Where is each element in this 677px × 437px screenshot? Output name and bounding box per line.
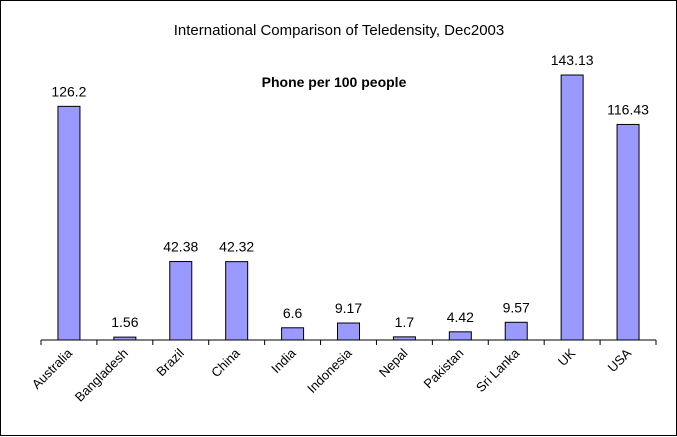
bar-usa [616, 123, 640, 341]
value-label: 9.17 [335, 300, 362, 316]
bar-china [225, 261, 249, 341]
category-label: Australia [29, 345, 76, 392]
chart-subtitle: Phone per 100 people [262, 74, 407, 90]
value-label: 6.6 [283, 305, 303, 321]
bar-sri-lanka [504, 321, 528, 341]
bar-uk [560, 74, 584, 341]
chart-title: International Comparison of Teledensity,… [174, 22, 504, 39]
category-label: Sri Lanka [473, 345, 523, 395]
category-label: India [268, 345, 299, 376]
category-label: Nepal [376, 345, 411, 380]
bar-brazil [169, 261, 193, 341]
value-label: 9.57 [503, 299, 530, 315]
value-label: 1.7 [395, 314, 415, 330]
category-label: USA [605, 345, 635, 375]
value-label: 42.38 [163, 239, 198, 255]
category-label: China [208, 345, 243, 380]
x-axis-ticks [40, 340, 657, 345]
category-label: Indonesia [304, 345, 355, 396]
bar-indonesia [337, 322, 360, 341]
value-label: 1.56 [111, 314, 138, 330]
category-label: Brazil [153, 345, 187, 379]
category-label: Bangladesh [72, 346, 131, 405]
bar-india [281, 327, 305, 341]
value-label: 4.42 [447, 309, 474, 325]
value-label: 116.43 [607, 101, 649, 117]
category-label: UK [555, 345, 579, 369]
bar-pakistan [448, 331, 472, 341]
bar-australia [57, 105, 81, 341]
value-label: 42.32 [219, 239, 254, 255]
category-label: Pakistan [421, 346, 467, 392]
value-labels-group: 126.2 1.56 42.38 42.32 6.6 9.17 1.7 4.42 9.57 143… [51, 52, 649, 330]
value-label: 143.13 [551, 52, 594, 68]
value-label: 126.2 [51, 83, 86, 99]
